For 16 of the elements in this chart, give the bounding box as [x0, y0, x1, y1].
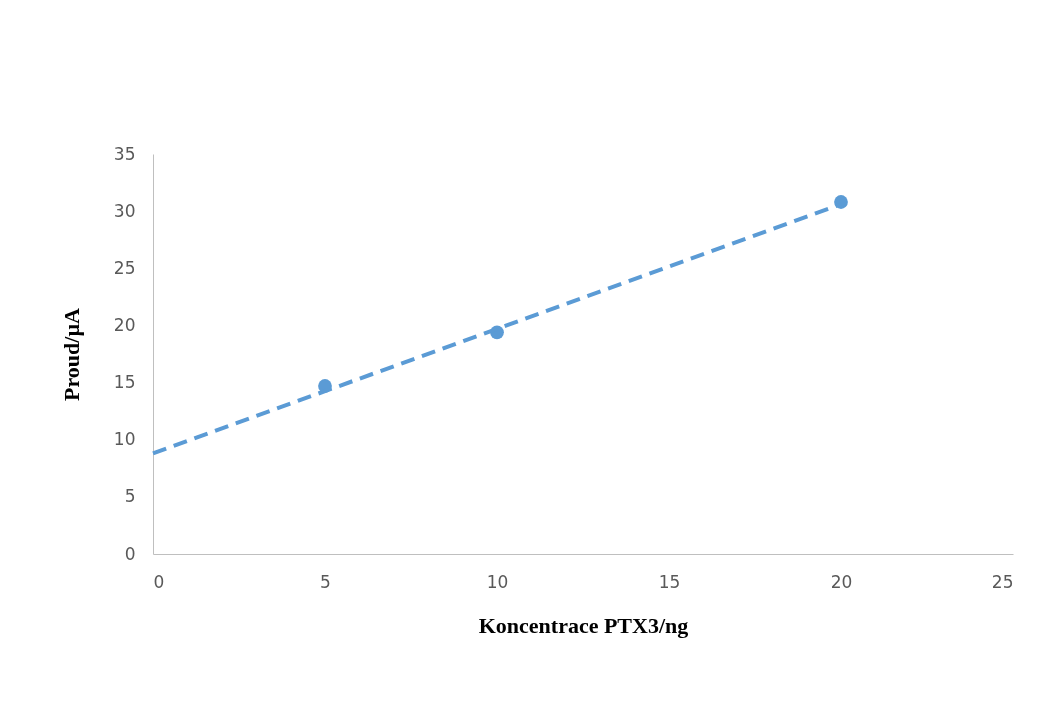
y-tick-label: 25: [113, 257, 136, 278]
y-tick-label: 0: [124, 543, 136, 564]
x-tick-label: 5: [320, 571, 331, 592]
x-tick-label: 25: [991, 571, 1014, 592]
y-tick-label: 15: [113, 372, 136, 393]
x-tick-label: 20: [830, 571, 853, 592]
x-axis-title: Koncentrace PTX3/ng: [478, 612, 689, 638]
y-tick-label: 20: [113, 314, 136, 335]
y-axis-title: Proud/µA: [58, 307, 84, 401]
x-tick-label: 0: [153, 571, 165, 592]
y-tick-label: 30: [113, 200, 136, 221]
x-tick-label: 10: [486, 571, 509, 592]
y-tick-label: 5: [124, 486, 136, 507]
y-tick-label: 35: [113, 143, 136, 164]
y-tick-label: 10: [113, 429, 136, 450]
x-tick-label: 15: [658, 571, 681, 592]
